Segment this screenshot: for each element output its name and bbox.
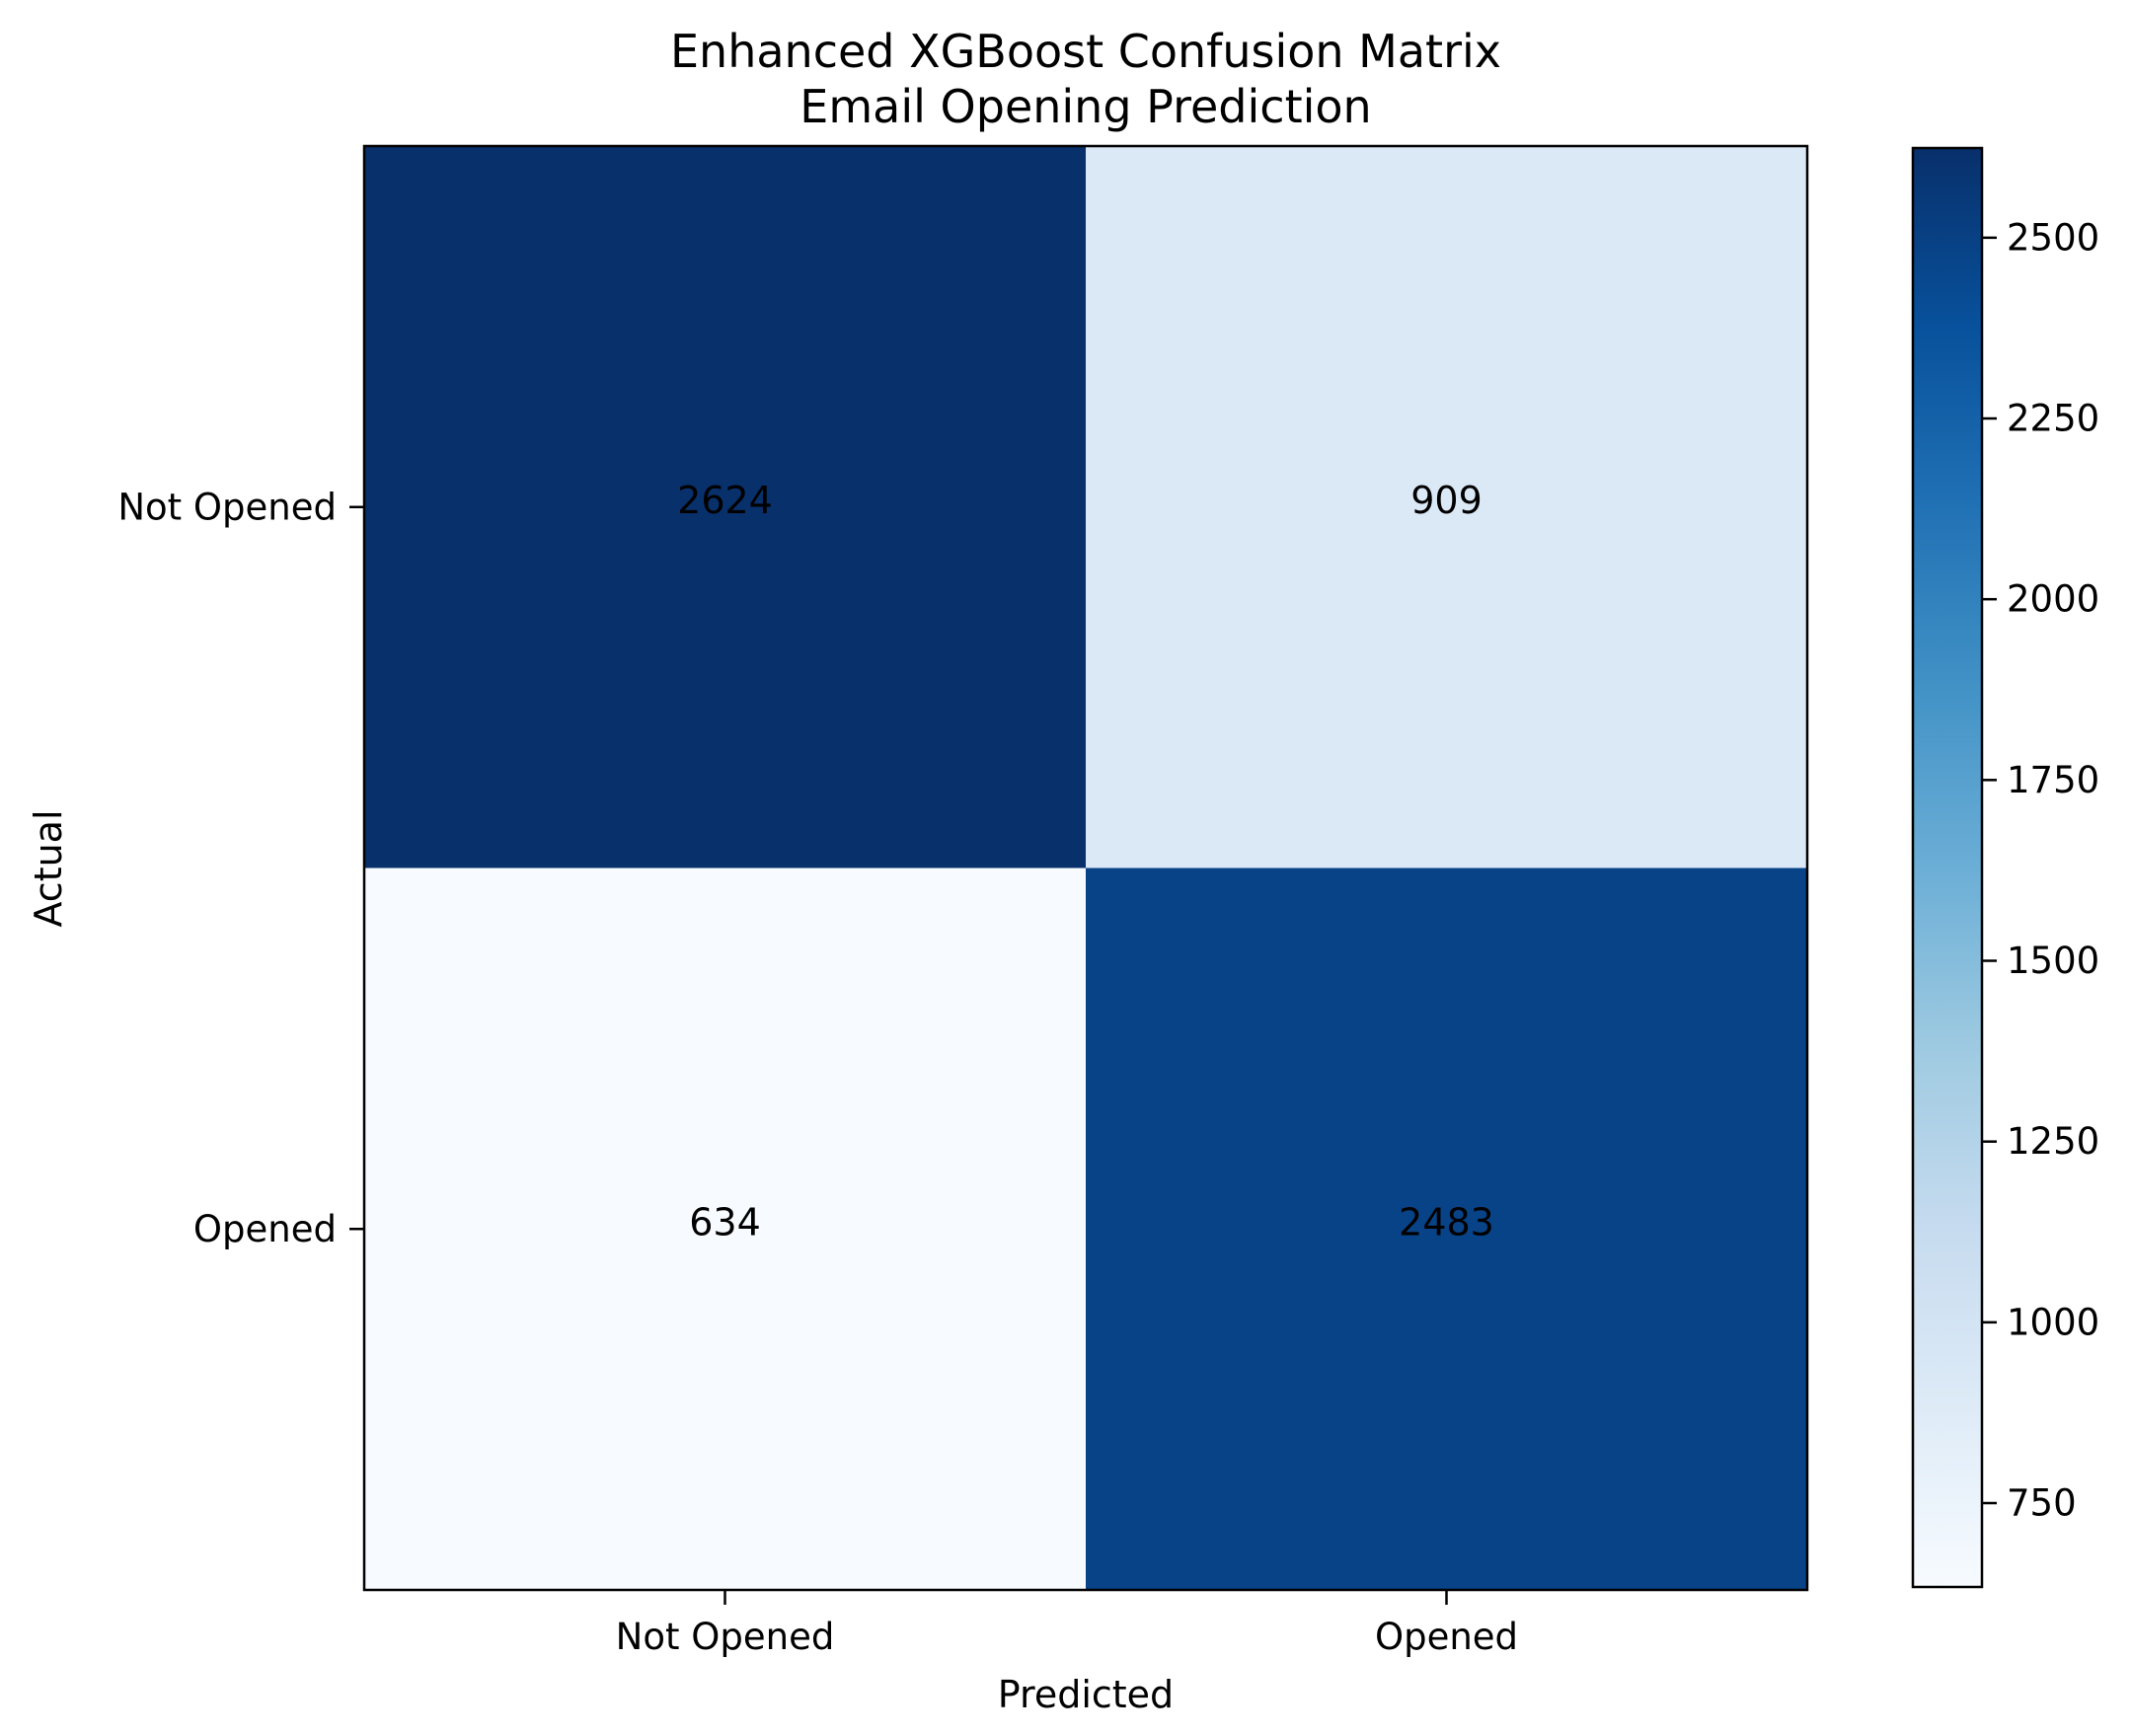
colorbar-ticks: 750 1000 1250 1500 1750 2000 2250 2500 bbox=[1982, 216, 2099, 1525]
y-axis-title: Actual bbox=[27, 809, 70, 927]
heatmap-cell-labels: 2624 909 634 2483 bbox=[677, 479, 1494, 1245]
colorbar-tick-label: 2000 bbox=[2007, 578, 2099, 621]
chart-title: Enhanced XGBoost Confusion Matrix bbox=[670, 25, 1501, 78]
x-tick-label: Not Opened bbox=[616, 1616, 835, 1658]
y-tick-label: Not Opened bbox=[117, 486, 337, 528]
cell-value-label: 2624 bbox=[677, 479, 773, 522]
x-tick-label: Opened bbox=[1375, 1616, 1518, 1658]
cell-value-label: 909 bbox=[1410, 479, 1483, 522]
heatmap-cells bbox=[364, 146, 1808, 1591]
cell-value-label: 634 bbox=[689, 1200, 761, 1244]
heatmap-cell-r1-c0 bbox=[364, 868, 1087, 1591]
cell-value-label: 2483 bbox=[1399, 1200, 1494, 1244]
chart-subtitle: Email Opening Prediction bbox=[799, 80, 1371, 133]
colorbar-tick-label: 1000 bbox=[2007, 1301, 2099, 1343]
x-axis-ticks: Not Opened Opened bbox=[616, 1590, 1518, 1658]
heatmap-cell-r1-c1 bbox=[1086, 868, 1808, 1591]
colorbar-tick-label: 1250 bbox=[2007, 1120, 2099, 1163]
colorbar-gradient bbox=[1913, 148, 1982, 1587]
colorbar-tick-label: 1500 bbox=[2007, 940, 2099, 982]
colorbar-frame bbox=[1911, 146, 1984, 1589]
heatmap-cell-r0-c0 bbox=[364, 146, 1087, 868]
heatmap-cell-r0-c1 bbox=[1086, 146, 1808, 868]
y-axis-ticks: Not Opened Opened bbox=[117, 486, 364, 1250]
x-axis-title: Predicted bbox=[998, 1673, 1174, 1716]
colorbar-tick-label: 2250 bbox=[2007, 398, 2099, 440]
colorbar-tick-label: 2500 bbox=[2007, 216, 2099, 259]
colorbar-tick-label: 1750 bbox=[2007, 759, 2099, 801]
plot-frame bbox=[362, 144, 1809, 1592]
colorbar-tick-label: 750 bbox=[2007, 1482, 2077, 1525]
y-tick-label: Opened bbox=[193, 1208, 337, 1250]
